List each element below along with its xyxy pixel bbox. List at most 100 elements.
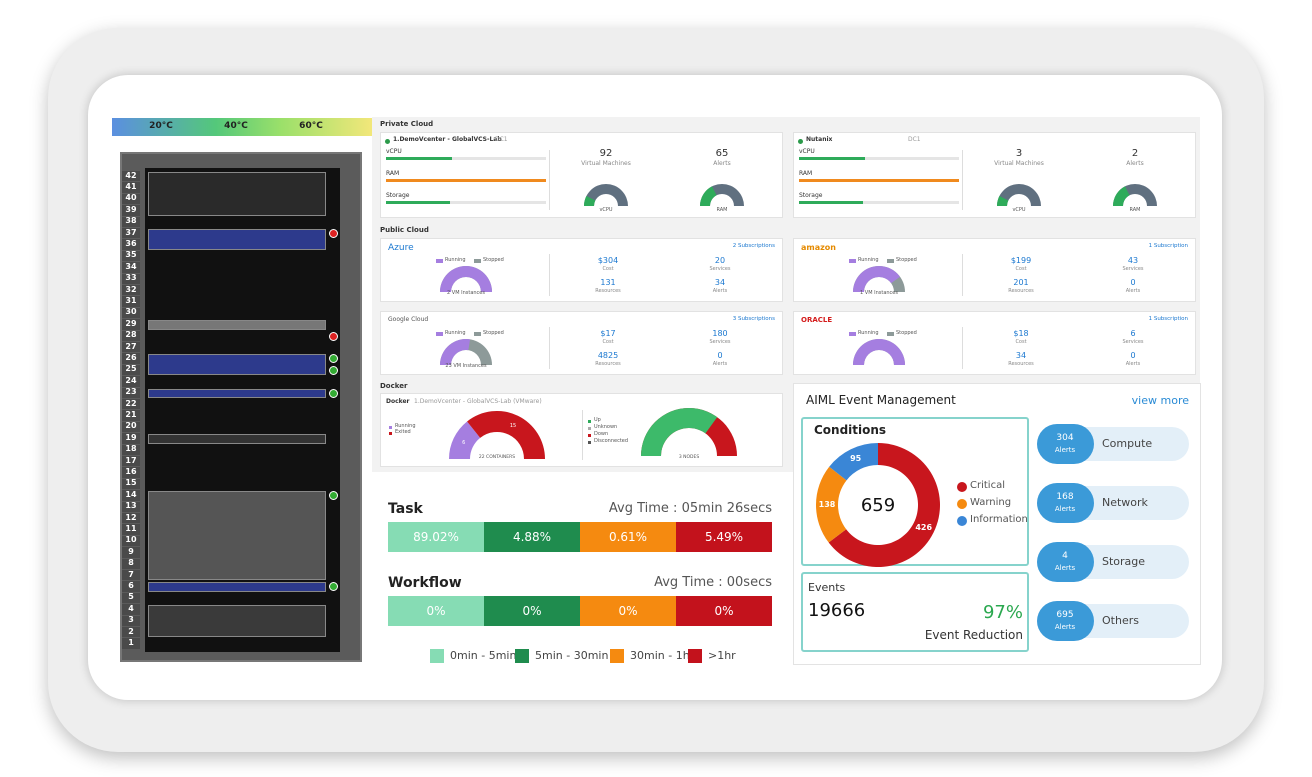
stat-label: Services — [1122, 266, 1144, 272]
rack-status — [329, 354, 338, 364]
resource-label: RAM — [386, 170, 400, 177]
card-subtitle: DC1 — [908, 136, 921, 143]
rack-unit: 15 — [125, 478, 137, 488]
rack-slot-label-bg — [122, 330, 140, 341]
rack-unit: 22 — [125, 398, 137, 408]
stat-label: Resources — [1008, 288, 1034, 294]
rack-slot-label-bg — [122, 319, 140, 330]
gauge-fill — [584, 196, 596, 206]
alert-count: 4 — [1062, 551, 1068, 561]
legend-label: Stopped — [896, 330, 917, 336]
rack-unit: 28 — [125, 330, 137, 340]
stat-value: 34 — [1015, 351, 1027, 360]
resource-bar — [799, 179, 959, 182]
stat-label: Services — [709, 339, 731, 345]
stat-value: 0 — [1130, 278, 1136, 287]
legend-swatch — [887, 259, 894, 263]
resource-bar — [386, 179, 546, 182]
stat-label: Virtual Machines — [581, 160, 631, 167]
events-box — [801, 572, 1029, 652]
rack-unit: 32 — [125, 284, 137, 294]
temperature-label: 20°C — [149, 121, 173, 131]
rack-slot-label-bg — [122, 262, 140, 273]
alert-category: Compute — [1102, 437, 1153, 450]
divider — [549, 150, 550, 210]
rack-unit: 14 — [125, 489, 137, 499]
legend-swatch — [389, 426, 392, 429]
legend-swatch — [474, 332, 481, 336]
rack-unit: 6 — [128, 580, 134, 590]
gauge-label: RAM — [716, 207, 728, 213]
divider — [962, 327, 963, 369]
rack-slot-label-bg — [122, 273, 140, 284]
duration-segment: 4.88% — [484, 522, 580, 552]
resource-bar — [386, 157, 452, 160]
rack-unit: 11 — [125, 523, 137, 533]
legend-swatch — [430, 649, 444, 663]
alert-count-label: Alerts — [1054, 564, 1076, 572]
alert-category: Network — [1102, 496, 1148, 509]
gauge — [853, 339, 905, 365]
gauge — [1113, 184, 1157, 206]
rack-unit: 20 — [125, 421, 137, 431]
legend-label: Information — [970, 514, 1028, 525]
temperature-label: 60°C — [299, 121, 323, 131]
legend-swatch — [588, 441, 591, 444]
gauge-fill — [853, 339, 905, 365]
legend-label: Critical — [970, 480, 1005, 491]
rack-unit: 36 — [125, 238, 137, 248]
legend-swatch — [588, 434, 591, 437]
duration-segment: 0% — [388, 596, 484, 626]
divider — [962, 254, 963, 296]
gauge — [853, 266, 905, 292]
resource-bar — [799, 201, 863, 204]
bar-title: Task — [388, 501, 423, 517]
view-more-link[interactable]: view more — [1131, 394, 1189, 407]
legend-label: Down — [594, 431, 609, 437]
rack-device — [148, 434, 326, 444]
rack-unit: 34 — [125, 261, 137, 271]
rack-unit: 26 — [125, 352, 137, 362]
rack-status — [329, 491, 338, 501]
divider — [582, 410, 583, 460]
gauge-fill — [853, 266, 901, 292]
rack-unit: 10 — [125, 535, 137, 545]
stat-label: Services — [709, 266, 731, 272]
rack-slot-label-bg — [122, 604, 140, 615]
legend-swatch — [588, 427, 591, 430]
rack-unit: 23 — [125, 387, 137, 397]
rack-unit: 3 — [128, 615, 134, 625]
rack-slot-label-bg — [122, 171, 140, 182]
rack-slot-label-bg — [122, 421, 140, 433]
subscriptions: 3 Subscriptions — [732, 316, 775, 322]
resource-label: vCPU — [386, 148, 402, 155]
rack-slot-label-bg — [122, 501, 140, 512]
rack-slot-label-bg — [122, 285, 140, 296]
card-subtitle: 1.DemoVcenter - GlobalVCS-Lab (VMware) — [414, 398, 542, 405]
rack-unit: 38 — [125, 216, 137, 226]
rack-device — [148, 320, 326, 330]
gauge-value: 15 — [509, 422, 517, 429]
donut-value-label: 95 — [850, 454, 862, 464]
avg-time: Avg Time : 00secs — [654, 575, 772, 590]
stat-label: Resources — [595, 288, 621, 294]
stat-value: 92 — [599, 148, 613, 159]
rack-unit: 25 — [125, 364, 137, 374]
stat-value: 34 — [714, 278, 726, 287]
rack-slot-label-bg — [122, 193, 140, 205]
donut-segment — [828, 443, 940, 567]
rack-unit: 8 — [128, 558, 134, 568]
section-title: Private Cloud — [380, 120, 434, 128]
reduction-value: 97% — [982, 602, 1023, 623]
rack-status — [329, 331, 338, 341]
avg-time: Avg Time : 05min 26secs — [608, 501, 772, 516]
status-dot — [385, 139, 390, 144]
rack-unit: 21 — [125, 409, 137, 419]
gauge-value: 6 — [462, 439, 466, 446]
stat-label: Alerts — [1126, 160, 1144, 167]
temperature-bar — [112, 118, 372, 136]
subscriptions: 1 Subscription — [1148, 243, 1188, 249]
rack-unit: 29 — [125, 318, 137, 328]
stat-value: $304 — [597, 256, 619, 265]
